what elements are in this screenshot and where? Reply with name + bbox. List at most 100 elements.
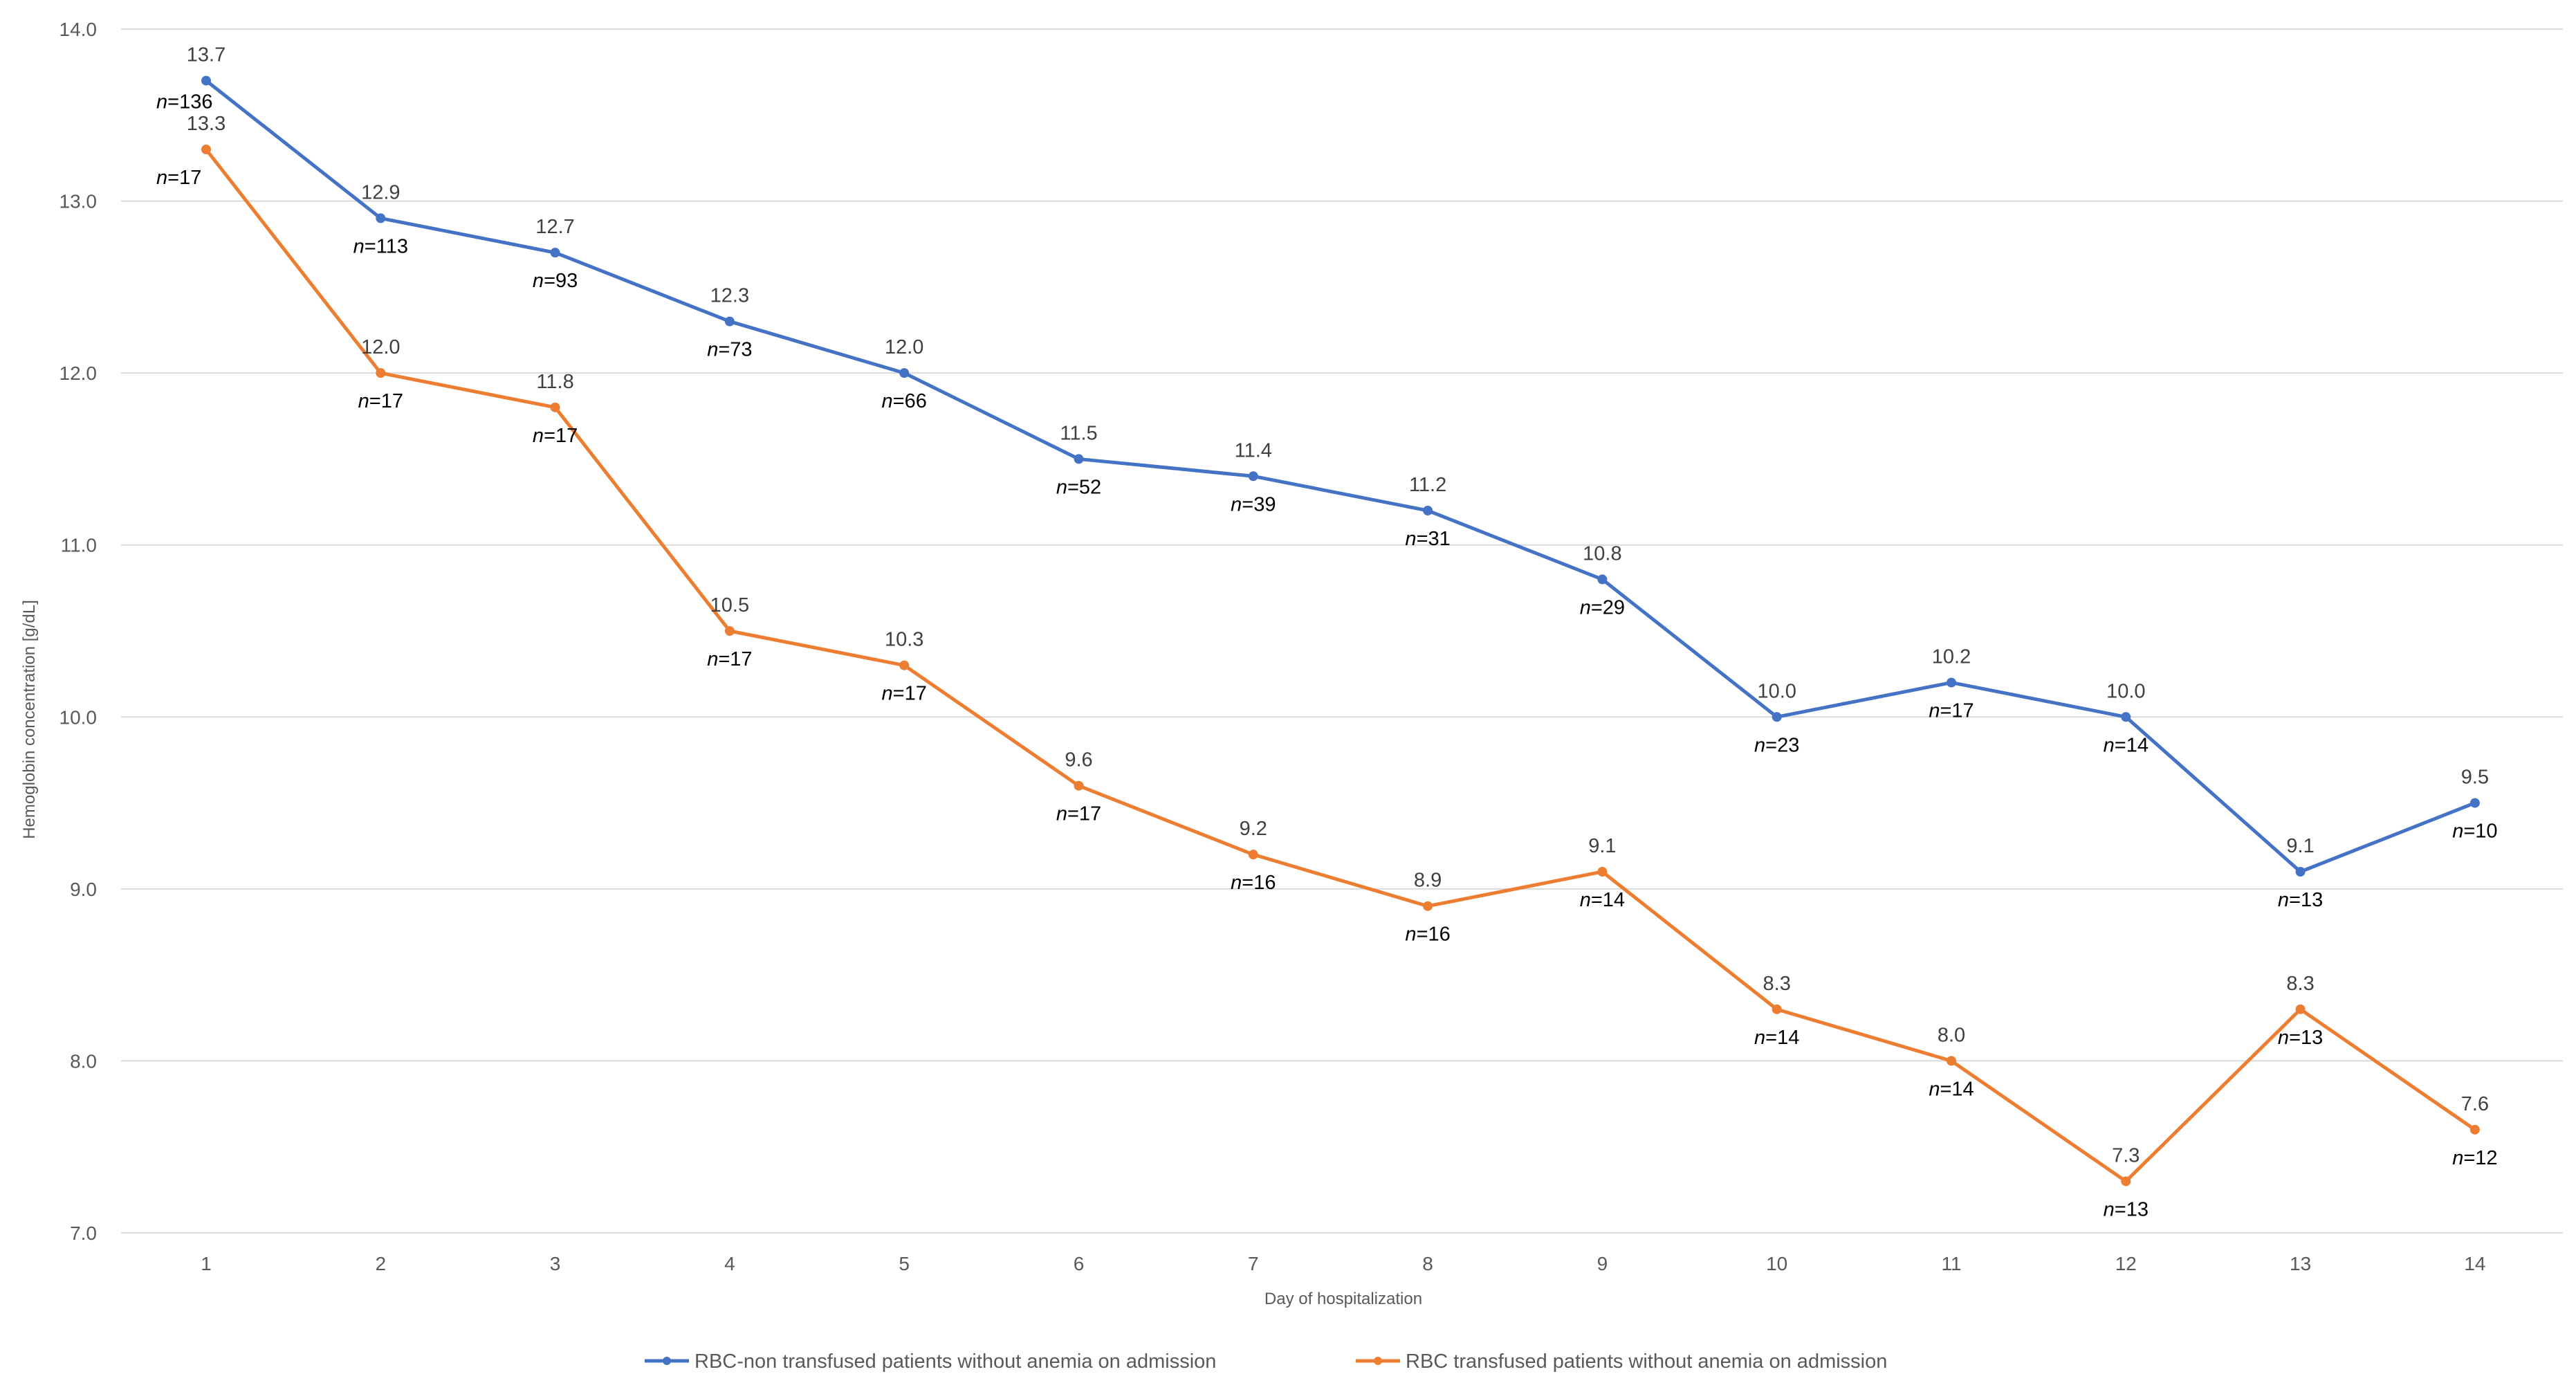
n-label-non-transfused: n=136 bbox=[156, 91, 212, 113]
x-tick-label: 1 bbox=[201, 1253, 212, 1274]
value-label-transfused: 8.9 bbox=[1414, 870, 1442, 892]
value-label-transfused: 9.2 bbox=[1240, 818, 1267, 840]
data-labels: 13.7 n=136 12.9 n=113 12.7 n=93 12.3 n=73 12.0 n=… bbox=[156, 44, 2498, 1221]
y-tick-label: 12.0 bbox=[59, 363, 98, 384]
n-label-transfused: n=16 bbox=[1405, 924, 1450, 946]
data-point-transfused bbox=[1597, 867, 1608, 877]
n-label-non-transfused: n=10 bbox=[2452, 821, 2497, 843]
x-tick-label: 7 bbox=[1248, 1253, 1259, 1274]
data-point-non-transfused bbox=[1597, 574, 1608, 585]
data-point-non-transfused bbox=[1423, 506, 1433, 515]
data-point-non-transfused bbox=[1947, 677, 1956, 688]
data-point-transfused bbox=[2469, 1124, 2480, 1135]
n-label-non-transfused: n=31 bbox=[1405, 528, 1450, 550]
legend-item-transfused: RBC transfused patients without anemia o… bbox=[1356, 1350, 1887, 1373]
n-label-transfused: n=17 bbox=[707, 648, 752, 670]
data-point-non-transfused bbox=[550, 248, 560, 258]
y-tick-label: 11.0 bbox=[61, 535, 97, 556]
x-tick-label: 9 bbox=[1597, 1253, 1608, 1274]
y-tick-label: 9.0 bbox=[70, 879, 97, 900]
x-tick-label: 10 bbox=[1766, 1253, 1787, 1274]
value-label-transfused: 9.1 bbox=[1588, 835, 1616, 857]
n-label-non-transfused: n=73 bbox=[707, 339, 752, 361]
x-tick-label: 8 bbox=[1422, 1253, 1433, 1274]
value-label-transfused: 10.5 bbox=[710, 594, 749, 616]
n-label-non-transfused: n=52 bbox=[1056, 476, 1101, 498]
data-point-transfused bbox=[1248, 850, 1258, 860]
data-point-transfused bbox=[1947, 1056, 1956, 1066]
data-point-non-transfused bbox=[1074, 454, 1084, 464]
n-label-non-transfused: n=17 bbox=[1929, 700, 1974, 722]
value-label-transfused: 13.3 bbox=[187, 113, 226, 135]
x-tick-label: 5 bbox=[899, 1253, 910, 1274]
n-label-transfused: n=14 bbox=[1580, 889, 1625, 911]
y-tick-label: 13.0 bbox=[59, 191, 98, 212]
n-label-transfused: n=14 bbox=[1929, 1078, 1974, 1100]
n-label-transfused: n=13 bbox=[2104, 1198, 2149, 1220]
value-label-non-transfused: 12.9 bbox=[361, 181, 400, 203]
value-label-non-transfused: 9.1 bbox=[2286, 835, 2314, 857]
n-label-transfused: n=17 bbox=[882, 683, 927, 705]
value-label-transfused: 9.6 bbox=[1065, 749, 1092, 771]
value-label-non-transfused: 10.8 bbox=[1583, 542, 1621, 565]
legend-item-non-transfused: RBC-non transfused patients without anem… bbox=[645, 1350, 1216, 1373]
value-label-non-transfused: 12.3 bbox=[710, 285, 749, 307]
n-label-non-transfused: n=113 bbox=[353, 235, 408, 257]
data-point-non-transfused bbox=[376, 213, 386, 223]
x-tick-label: 11 bbox=[1941, 1253, 1961, 1274]
data-point-non-transfused bbox=[1248, 471, 1258, 482]
data-point-non-transfused bbox=[2295, 867, 2306, 877]
data-point-transfused bbox=[1772, 1004, 1782, 1014]
data-point-non-transfused bbox=[2121, 712, 2131, 722]
data-point-transfused bbox=[1423, 901, 1433, 911]
data-point-non-transfused bbox=[1772, 712, 1782, 722]
n-label-transfused: n=16 bbox=[1231, 872, 1276, 894]
data-point-transfused bbox=[1074, 780, 1084, 791]
x-axis-title: Day of hospitalization bbox=[1264, 1290, 1422, 1308]
y-tick-label: 14.0 bbox=[59, 19, 98, 40]
n-label-transfused: n=17 bbox=[533, 425, 578, 447]
data-point-transfused bbox=[376, 368, 386, 378]
n-label-transfused: n=12 bbox=[2452, 1147, 2497, 1169]
data-point-non-transfused bbox=[724, 316, 735, 327]
n-label-transfused: n=14 bbox=[1754, 1027, 1799, 1049]
value-label-transfused: 7.6 bbox=[2461, 1093, 2489, 1115]
value-label-transfused: 8.3 bbox=[2286, 973, 2314, 995]
value-label-non-transfused: 10.2 bbox=[1932, 646, 1971, 668]
legend-marker-non-transfused bbox=[663, 1357, 671, 1365]
n-label-non-transfused: n=39 bbox=[1231, 493, 1276, 515]
x-tick-label: 12 bbox=[2115, 1253, 2137, 1274]
value-label-transfused: 12.0 bbox=[361, 336, 400, 358]
value-label-transfused: 11.8 bbox=[536, 371, 573, 393]
y-tick-label: 10.0 bbox=[59, 706, 98, 728]
data-point-transfused bbox=[724, 626, 735, 636]
n-label-transfused: n=17 bbox=[1056, 803, 1101, 825]
n-label-non-transfused: n=14 bbox=[2104, 734, 2149, 756]
y-tick-label: 8.0 bbox=[70, 1050, 97, 1072]
series-line-transfused bbox=[205, 148, 2476, 1183]
value-label-non-transfused: 13.7 bbox=[187, 44, 226, 66]
legend-label-non-transfused: RBC-non transfused patients without anem… bbox=[694, 1350, 1216, 1373]
data-point-transfused bbox=[2295, 1004, 2306, 1014]
gridlines bbox=[121, 28, 2563, 1234]
x-tick-label: 2 bbox=[376, 1253, 387, 1274]
value-label-non-transfused: 11.2 bbox=[1409, 474, 1446, 496]
n-label-transfused: n=17 bbox=[358, 390, 403, 412]
value-label-transfused: 8.3 bbox=[1763, 973, 1791, 995]
legend-marker-transfused bbox=[1374, 1357, 1382, 1365]
data-point-non-transfused bbox=[2469, 798, 2480, 808]
n-label-transfused: n=17 bbox=[156, 167, 201, 189]
data-point-non-transfused bbox=[899, 368, 910, 378]
x-tick-label: 6 bbox=[1074, 1253, 1085, 1274]
x-axis-ticks: 1 2 3 4 5 6 7 8 9 10 11 12 13 14 bbox=[201, 1253, 2485, 1274]
value-label-non-transfused: 11.5 bbox=[1060, 422, 1097, 444]
value-label-transfused: 10.3 bbox=[885, 629, 923, 651]
x-tick-label: 4 bbox=[724, 1253, 735, 1274]
value-label-non-transfused: 10.0 bbox=[2106, 680, 2145, 702]
n-label-transfused: n=13 bbox=[2278, 1027, 2323, 1049]
data-point-transfused bbox=[2121, 1176, 2131, 1187]
series-line-non-transfused bbox=[205, 79, 2476, 874]
data-point-transfused bbox=[201, 145, 211, 154]
data-point-transfused bbox=[550, 402, 560, 412]
